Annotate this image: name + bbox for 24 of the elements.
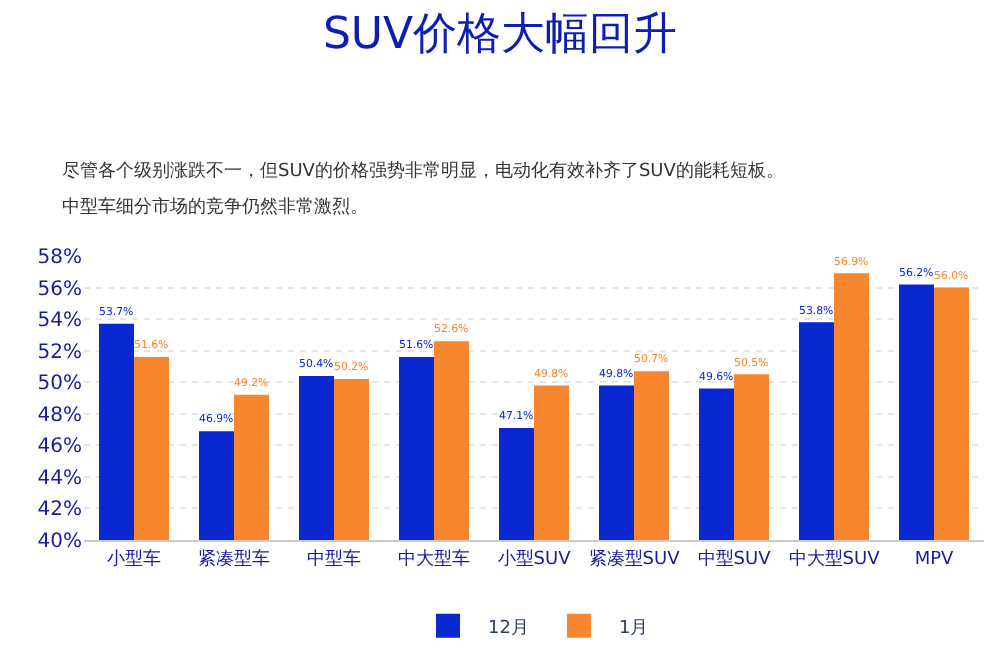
x-tick-label: 紧凑型车 xyxy=(198,547,270,570)
y-tick-label: 50% xyxy=(37,373,82,396)
chart-title: SUV价格大幅回升 xyxy=(322,9,678,60)
y-tick-label: 58% xyxy=(37,247,82,269)
x-tick-label: MPV xyxy=(914,549,956,570)
y-tick-label: 40% xyxy=(37,531,82,553)
x-tick-label: 中型SUV xyxy=(697,547,773,570)
text: 尽管各个级别涨跌不一，但SUV的价格强势非常明显，电动化有效补齐了SUV的能耗短板。 xyxy=(62,160,784,182)
x-tick-label: 中大型车 xyxy=(398,547,470,570)
text: 中型车细分市场的竞争仍然非常激烈。 xyxy=(62,196,368,218)
x-tick-label: 中大型SUV xyxy=(788,547,882,570)
legend-label: 12月 xyxy=(488,618,529,639)
y-tick-label: 42% xyxy=(37,499,82,522)
x-tick-label: 紧凑型SUV xyxy=(588,547,682,570)
legend-label: 1月 xyxy=(618,618,649,639)
y-tick-label: 46% xyxy=(37,436,82,459)
y-tick-label: 52% xyxy=(37,341,82,364)
x-tick-label: 小型SUV xyxy=(497,547,573,570)
x-tick-label: 中型车 xyxy=(307,547,361,570)
y-tick-label: 56% xyxy=(37,278,82,301)
y-tick-label: 54% xyxy=(37,310,82,333)
x-tick-label: 小型车 xyxy=(107,547,161,570)
y-tick-label: 44% xyxy=(37,467,82,490)
y-tick-label: 48% xyxy=(37,404,82,427)
